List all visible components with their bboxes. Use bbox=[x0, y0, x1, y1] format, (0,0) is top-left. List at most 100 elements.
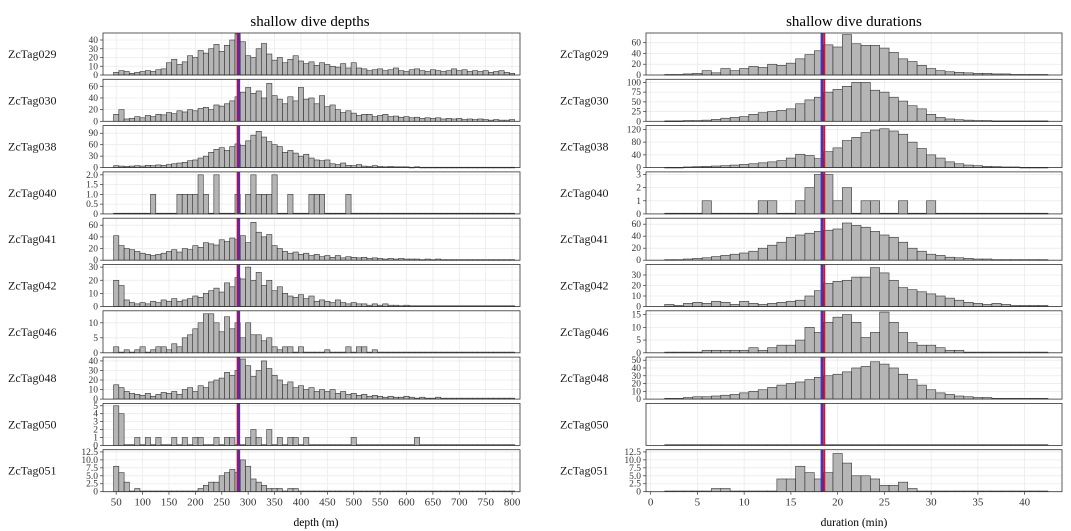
histogram-bar bbox=[377, 68, 384, 76]
histogram-bar bbox=[879, 363, 890, 400]
histogram-bar bbox=[271, 488, 278, 492]
histogram-bar bbox=[229, 374, 236, 400]
histogram-bar bbox=[139, 302, 146, 307]
panel-border bbox=[102, 356, 521, 400]
y-tick-label: 10 bbox=[632, 323, 642, 333]
histogram-bar bbox=[308, 61, 315, 76]
panel-border bbox=[102, 402, 521, 446]
histogram-bar bbox=[166, 251, 172, 261]
histogram-bar bbox=[739, 392, 750, 400]
histogram-bar bbox=[371, 349, 378, 354]
histogram-bar bbox=[916, 344, 927, 354]
histogram-bar bbox=[298, 294, 304, 307]
y-tick-label: 20 bbox=[89, 276, 99, 286]
y-tick-label: 10.0 bbox=[81, 456, 98, 466]
histogram-bar bbox=[472, 70, 479, 76]
histogram-bar bbox=[329, 389, 336, 400]
y-tick-label: 2 bbox=[636, 184, 641, 194]
histogram-bar bbox=[245, 194, 252, 215]
histogram-bar bbox=[224, 437, 230, 446]
histogram-bar bbox=[720, 255, 731, 261]
histogram-bar bbox=[340, 112, 347, 122]
histogram-bar bbox=[139, 252, 146, 261]
panel-label: ZcTag040 bbox=[560, 186, 608, 200]
histogram-bar bbox=[123, 391, 130, 400]
histogram-bar bbox=[171, 343, 178, 354]
histogram-bar bbox=[134, 251, 141, 261]
y-tick-label: 80 bbox=[632, 138, 642, 148]
histogram-bar bbox=[313, 254, 320, 261]
histogram-bar bbox=[785, 157, 796, 168]
histogram-bar bbox=[963, 302, 974, 307]
y-tick-label: 30 bbox=[632, 271, 642, 281]
histogram-bar bbox=[160, 114, 167, 122]
histogram-bar bbox=[308, 194, 315, 215]
y-tick-label: 0 bbox=[636, 256, 641, 266]
histogram-bar bbox=[414, 68, 420, 76]
histogram-bar bbox=[171, 437, 178, 446]
panel-label: ZcTag041 bbox=[8, 232, 56, 246]
histogram-bar bbox=[213, 322, 220, 354]
panel-label: ZcTag050 bbox=[8, 417, 56, 431]
panel-label: ZcTag030 bbox=[8, 93, 56, 107]
histogram-bar bbox=[298, 87, 304, 122]
y-tick-label: 0 bbox=[636, 303, 641, 313]
histogram-bar bbox=[916, 384, 927, 400]
histogram-bar bbox=[150, 300, 157, 307]
histogram-bar bbox=[292, 437, 299, 446]
histogram-bar bbox=[208, 48, 215, 76]
y-tick-label: 0 bbox=[636, 164, 641, 174]
histogram-bar bbox=[313, 391, 320, 400]
histogram-bar bbox=[303, 98, 310, 122]
histogram-bar bbox=[408, 69, 415, 76]
histogram-bar bbox=[192, 110, 199, 122]
histogram-bar bbox=[729, 70, 740, 76]
histogram-bar bbox=[123, 481, 130, 492]
histogram-bar bbox=[224, 103, 230, 122]
histogram-bar bbox=[757, 247, 768, 261]
histogram-bar bbox=[176, 251, 183, 261]
histogram-bar bbox=[334, 393, 341, 400]
y-tick-label: 40 bbox=[89, 233, 99, 243]
histogram-bar bbox=[282, 103, 289, 122]
histogram-bar bbox=[197, 50, 204, 76]
right-chart-title: shallow dive durations bbox=[786, 14, 922, 30]
histogram-bar bbox=[767, 347, 778, 354]
histogram-bar bbox=[748, 163, 759, 168]
histogram-bar bbox=[954, 72, 965, 76]
histogram-bar bbox=[292, 55, 299, 76]
histogram-bar bbox=[276, 349, 283, 354]
histogram-bar bbox=[785, 108, 796, 122]
histogram-bar bbox=[250, 375, 257, 400]
histogram-bar bbox=[261, 360, 267, 400]
histogram-bar bbox=[403, 71, 410, 76]
histogram-bar bbox=[129, 393, 135, 400]
histogram-bar bbox=[356, 115, 362, 122]
histogram-bar bbox=[160, 346, 167, 354]
histogram-bar bbox=[239, 358, 246, 400]
histogram-bar bbox=[870, 361, 880, 400]
histogram-bar bbox=[345, 346, 352, 354]
histogram-bar bbox=[118, 70, 125, 76]
histogram-bar bbox=[870, 231, 880, 261]
histogram-bar bbox=[879, 234, 890, 261]
histogram-bar bbox=[166, 164, 172, 168]
histogram-bar bbox=[192, 57, 199, 76]
histogram-bar bbox=[324, 391, 331, 400]
histogram-bar bbox=[832, 453, 843, 492]
y-tick-label: 25 bbox=[632, 108, 642, 118]
histogram-bar bbox=[870, 332, 880, 354]
histogram-bar bbox=[832, 46, 843, 76]
histogram-bar bbox=[729, 117, 740, 122]
histogram-bar bbox=[907, 61, 918, 76]
histogram-bar bbox=[245, 465, 252, 492]
y-tick-label: 60 bbox=[632, 220, 642, 230]
histogram-bar bbox=[387, 69, 394, 76]
histogram-bar bbox=[271, 290, 278, 307]
histogram-bar bbox=[888, 367, 899, 400]
histogram-bar bbox=[292, 152, 299, 168]
histogram-bar bbox=[424, 117, 431, 122]
histogram-bar bbox=[155, 437, 162, 446]
panel-border bbox=[102, 125, 521, 168]
histogram-bar bbox=[888, 96, 899, 122]
